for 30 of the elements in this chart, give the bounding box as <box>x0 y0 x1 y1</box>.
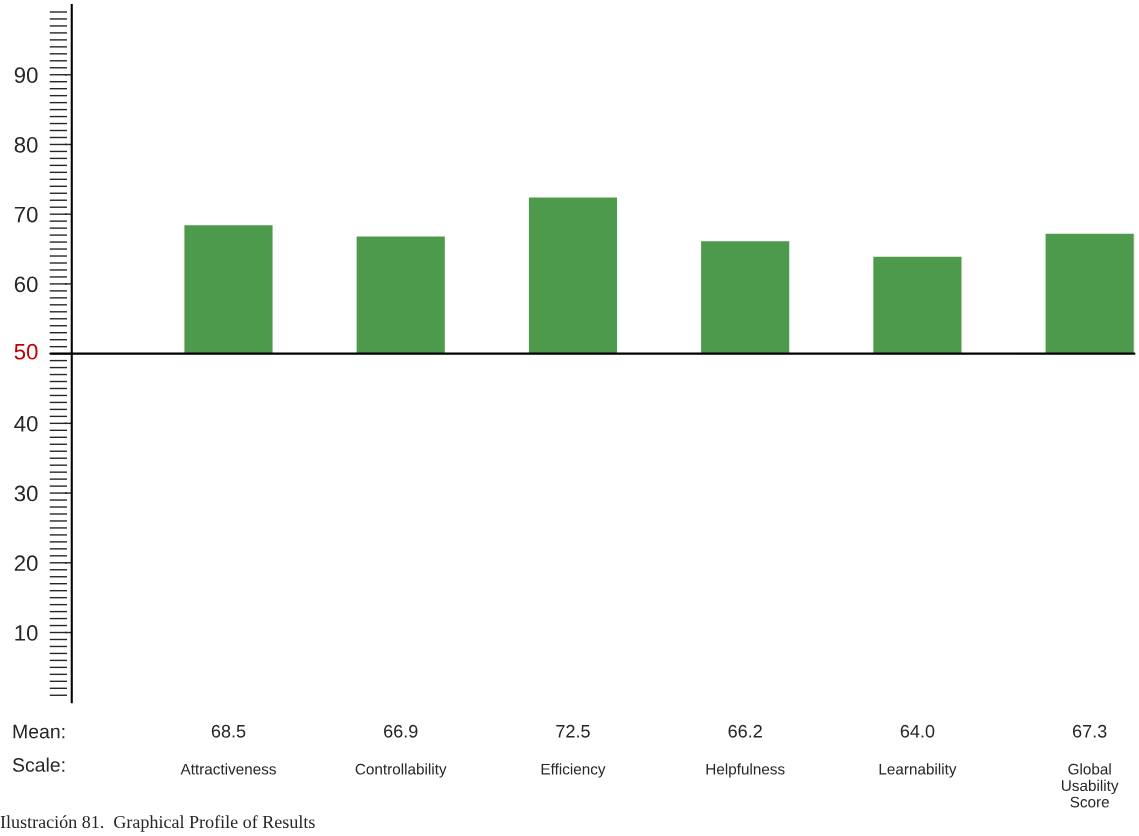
data-label: 68.5 <box>211 724 246 738</box>
data-label: 72.5 <box>556 724 590 738</box>
y-tick-label: 30 <box>14 485 38 502</box>
x-tick-label: Controllability <box>355 763 447 778</box>
bar <box>1044 232 1135 355</box>
data-label: 66.9 <box>384 724 418 738</box>
y-tick-label: 90 <box>14 67 38 84</box>
bar <box>699 239 791 355</box>
y-tick-label: 10 <box>15 625 38 641</box>
y-tick-label: 80 <box>14 137 38 153</box>
x-tick-label: Attractiveness <box>180 763 276 775</box>
bar <box>871 255 963 355</box>
bar <box>183 223 274 355</box>
text: Ilustración 81. Graphical Profile of Results <box>0 815 315 832</box>
bar <box>355 235 447 355</box>
data-label: 66.2 <box>728 724 762 738</box>
x-tick-label: Efficiency <box>541 763 606 778</box>
y-tick-label: 50 <box>14 343 38 360</box>
text: Scale: <box>12 757 65 772</box>
data-label: 64.0 <box>900 724 935 738</box>
x-tick-label: Helpfulness <box>706 763 785 778</box>
y-tick-label: 60 <box>14 276 38 293</box>
x-tick-label: Global Usability Score <box>1061 763 1119 808</box>
x-tick-label: Learnability <box>879 763 957 778</box>
y-tick-label: 40 <box>14 415 38 432</box>
text: Mean: <box>13 724 65 739</box>
y-tick-label: 70 <box>14 206 38 223</box>
data-label: 67.3 <box>1073 724 1107 738</box>
y-tick-label: 20 <box>14 555 38 572</box>
bar <box>527 196 619 355</box>
